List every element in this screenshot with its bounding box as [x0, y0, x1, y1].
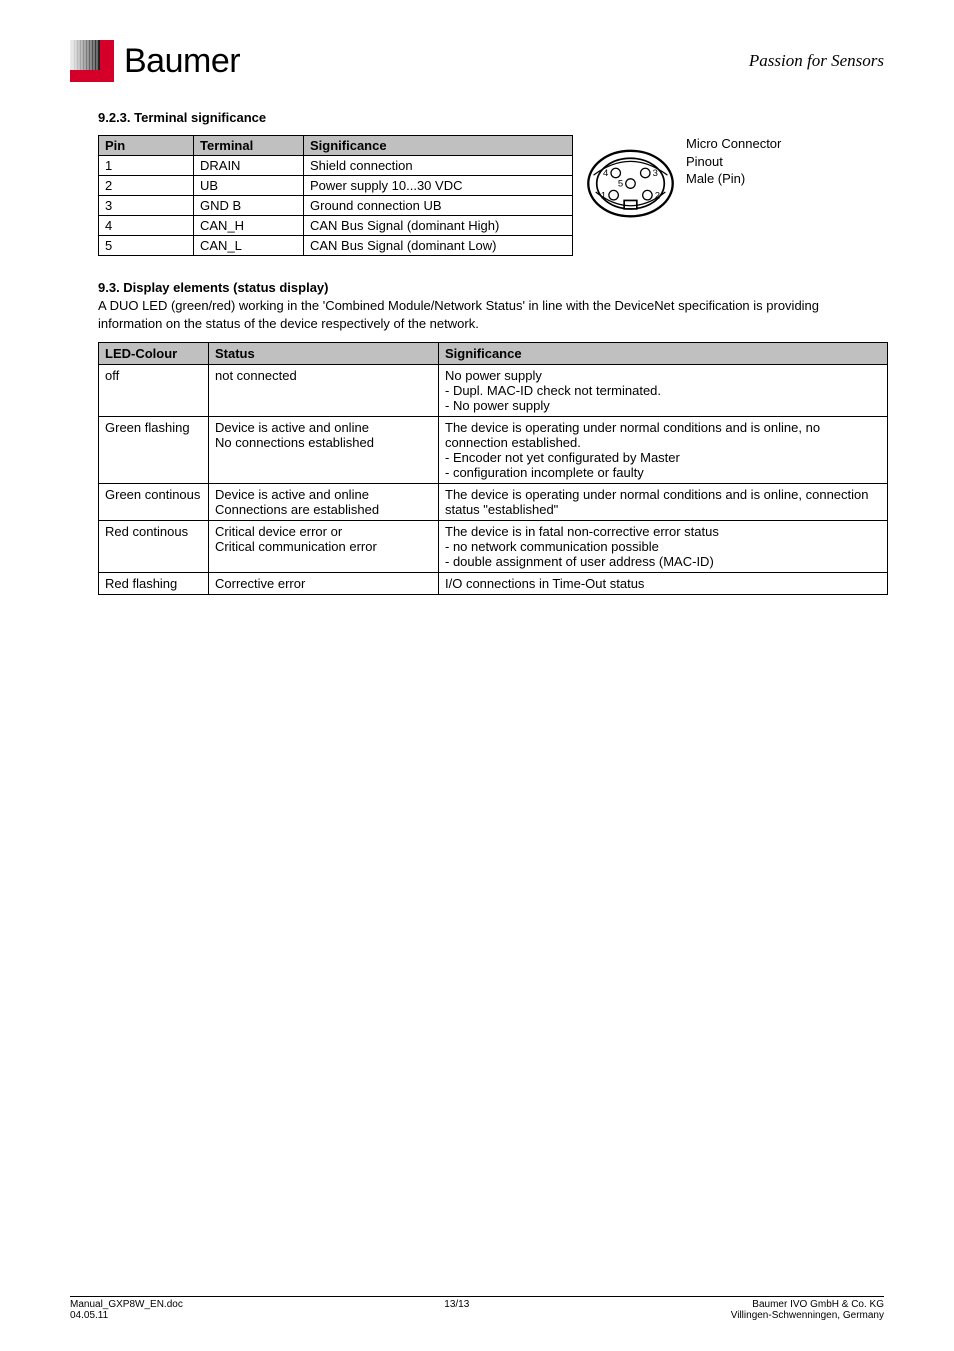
logo-icon — [70, 40, 114, 82]
connector-block: 43512 Micro Connector Pinout Male (Pin) — [583, 135, 781, 230]
table-row: 1DRAINShield connection — [99, 156, 573, 176]
led-table-header-row: LED-Colour Status Significance — [99, 343, 888, 365]
led-colour-cell: Red flashing — [99, 573, 209, 595]
table-cell: CAN_H — [194, 216, 304, 236]
significance-cell: The device is operating under normal con… — [439, 484, 888, 521]
table-row: 4CAN_HCAN Bus Signal (dominant High) — [99, 216, 573, 236]
table-row: 2UBPower supply 10...30 VDC — [99, 176, 573, 196]
footer-doc: Manual_GXP8W_EN.doc — [70, 1299, 183, 1310]
pin-table-header-row: Pin Terminal Significance — [99, 136, 573, 156]
table-row: Green flashingDevice is active and onlin… — [99, 417, 888, 484]
footer-company: Baumer IVO GmbH & Co. KG — [731, 1299, 884, 1310]
connector-label-line2: Pinout — [686, 153, 781, 171]
table-cell: 5 — [99, 236, 194, 256]
table-cell: DRAIN — [194, 156, 304, 176]
col-terminal: Terminal — [194, 136, 304, 156]
section-heading-93: 9.3. Display elements (status display) — [70, 280, 884, 295]
col-significance2: Significance — [439, 343, 888, 365]
logo: Baumer — [70, 40, 240, 82]
table-row: Green continousDevice is active and onli… — [99, 484, 888, 521]
pin-table: Pin Terminal Significance 1DRAINShield c… — [98, 135, 573, 256]
header-bar: Baumer Passion for Sensors — [70, 40, 884, 82]
status-cell: Device is active and online Connections … — [209, 484, 439, 521]
table-cell: CAN_L — [194, 236, 304, 256]
section-heading-923: 9.2.3. Terminal significance — [70, 110, 884, 125]
table-cell: GND B — [194, 196, 304, 216]
status-cell: not connected — [209, 365, 439, 417]
svg-text:3: 3 — [653, 168, 658, 179]
footer-right: Baumer IVO GmbH & Co. KG Villingen-Schwe… — [731, 1299, 884, 1321]
connector-label: Micro Connector Pinout Male (Pin) — [686, 135, 781, 188]
footer-center: 13/13 — [183, 1299, 731, 1321]
brand-name: Baumer — [124, 42, 240, 81]
status-cell: Corrective error — [209, 573, 439, 595]
led-colour-cell: Red continous — [99, 521, 209, 573]
table-cell: Shield connection — [304, 156, 573, 176]
table-cell: 2 — [99, 176, 194, 196]
table-row: Red continousCritical device error or Cr… — [99, 521, 888, 573]
table-cell: CAN Bus Signal (dominant High) — [304, 216, 573, 236]
col-led-colour: LED-Colour — [99, 343, 209, 365]
led-colour-cell: off — [99, 365, 209, 417]
connector-label-line1: Micro Connector — [686, 135, 781, 153]
section-93-intro: A DUO LED (green/red) working in the 'Co… — [70, 297, 884, 332]
table-cell: 4 — [99, 216, 194, 236]
status-cell: Critical device error or Critical commun… — [209, 521, 439, 573]
table-row: offnot connectedNo power supply - Dupl. … — [99, 365, 888, 417]
significance-cell: The device is operating under normal con… — [439, 417, 888, 484]
significance-cell: No power supply - Dupl. MAC-ID check not… — [439, 365, 888, 417]
footer: Manual_GXP8W_EN.doc 04.05.11 13/13 Baume… — [70, 1296, 884, 1321]
svg-text:4: 4 — [603, 168, 608, 179]
table-row: Red flashingCorrective errorI/O connecti… — [99, 573, 888, 595]
connector-label-line3: Male (Pin) — [686, 170, 781, 188]
connector-diagram: 43512 — [583, 135, 678, 230]
table-cell: 3 — [99, 196, 194, 216]
table-cell: Power supply 10...30 VDC — [304, 176, 573, 196]
table-row: 3GND BGround connection UB — [99, 196, 573, 216]
col-pin: Pin — [99, 136, 194, 156]
table-cell: UB — [194, 176, 304, 196]
significance-cell: The device is in fatal non-corrective er… — [439, 521, 888, 573]
led-colour-cell: Green continous — [99, 484, 209, 521]
status-cell: Device is active and online No connectio… — [209, 417, 439, 484]
footer-left: Manual_GXP8W_EN.doc 04.05.11 — [70, 1299, 183, 1321]
table-cell: Ground connection UB — [304, 196, 573, 216]
table-cell: CAN Bus Signal (dominant Low) — [304, 236, 573, 256]
tagline: Passion for Sensors — [749, 51, 884, 71]
svg-text:5: 5 — [618, 179, 623, 190]
led-colour-cell: Green flashing — [99, 417, 209, 484]
footer-date: 04.05.11 — [70, 1310, 183, 1321]
table-row: 5CAN_LCAN Bus Signal (dominant Low) — [99, 236, 573, 256]
significance-cell: I/O connections in Time-Out status — [439, 573, 888, 595]
table-cell: 1 — [99, 156, 194, 176]
led-table: LED-Colour Status Significance offnot co… — [98, 342, 888, 595]
col-status: Status — [209, 343, 439, 365]
footer-location: Villingen-Schwenningen, Germany — [731, 1310, 884, 1321]
col-significance: Significance — [304, 136, 573, 156]
